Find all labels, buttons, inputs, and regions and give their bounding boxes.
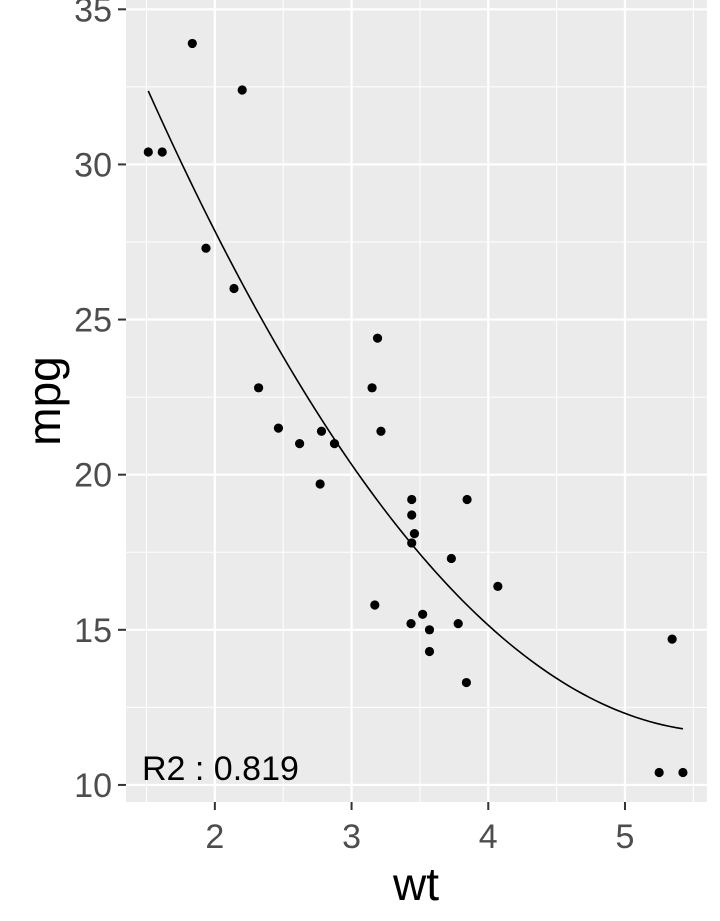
data-point	[329, 439, 340, 449]
y-axis-ticks: 10 15 20 25 30 35	[74, 0, 126, 805]
y-tick-label: 15	[74, 612, 112, 650]
x-tick-label: 5	[616, 818, 635, 856]
data-point	[462, 494, 472, 505]
data-point	[424, 625, 435, 635]
y-tick-label: 30	[74, 146, 112, 184]
data-point	[407, 538, 417, 548]
data-point	[273, 423, 284, 433]
data-point	[143, 147, 153, 157]
data-point	[446, 553, 456, 564]
x-tick-label: 2	[205, 818, 224, 856]
data-points	[143, 38, 688, 778]
data-point	[237, 85, 247, 95]
data-point	[424, 646, 435, 657]
data-point	[461, 677, 471, 688]
data-point	[406, 619, 416, 629]
data-point	[316, 426, 327, 436]
grid-major	[126, 0, 707, 802]
x-axis-title: wt	[392, 858, 439, 910]
x-tick-label: 3	[342, 818, 361, 856]
data-point	[370, 600, 380, 610]
fit-curve	[147, 90, 684, 730]
plot-panel	[126, 0, 707, 802]
data-point	[187, 38, 197, 49]
data-point	[157, 147, 167, 157]
y-tick-label: 10	[74, 767, 112, 805]
y-axis-title: mpg	[18, 356, 70, 445]
data-point	[372, 333, 383, 343]
data-point	[407, 494, 417, 505]
data-point	[315, 479, 325, 489]
data-point	[453, 619, 463, 629]
data-point	[407, 510, 417, 520]
data-point	[201, 243, 211, 253]
data-point	[493, 581, 503, 591]
data-point	[295, 439, 305, 449]
data-point	[418, 609, 428, 619]
data-point	[667, 634, 677, 644]
x-axis-ticks: 2 3 4 5	[205, 802, 634, 856]
data-point	[229, 283, 239, 294]
r2-annotation: R2 : 0.819	[142, 750, 299, 788]
data-point	[376, 426, 386, 436]
y-tick-label: 35	[74, 0, 112, 29]
y-tick-label: 20	[74, 457, 112, 495]
data-point	[409, 529, 420, 539]
x-tick-label: 4	[479, 818, 498, 856]
y-tick-label: 25	[74, 302, 112, 340]
data-point	[367, 383, 377, 393]
data-point	[254, 383, 264, 393]
data-point	[654, 767, 664, 778]
grid-minor	[126, 0, 707, 802]
data-point	[678, 767, 688, 778]
